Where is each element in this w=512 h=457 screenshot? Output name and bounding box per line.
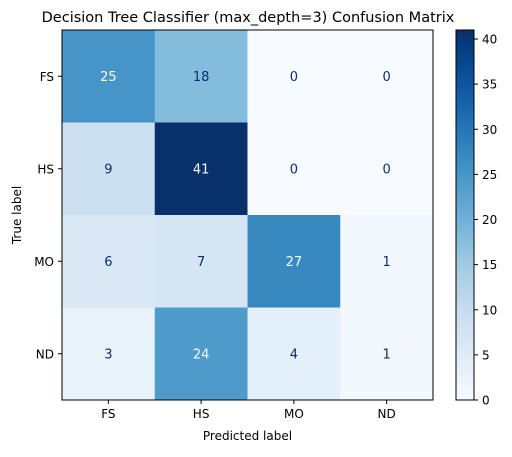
heatmap-cell [247, 122, 341, 216]
heatmap-cell [340, 215, 434, 308]
heatmap-cells [62, 30, 434, 401]
heatmap-cell [154, 30, 248, 123]
heatmap-cell [154, 215, 248, 308]
cell-value-label: 1 [382, 347, 390, 362]
heatmap-cell [62, 122, 156, 216]
y-axis-label: True label [10, 186, 24, 245]
cell-value-label: 18 [193, 70, 210, 85]
colorbar-tick-label: 10 [482, 303, 497, 317]
y-tick-label: MO [34, 255, 54, 269]
cell-value-label: 0 [382, 70, 390, 85]
colorbar-tick-label: 35 [482, 78, 497, 92]
cell-value-label: 41 [193, 162, 210, 177]
heatmap-cell [247, 215, 341, 308]
y-tick-label: HS [37, 162, 54, 176]
x-axis-label: Predicted label [203, 429, 292, 443]
colorbar-tick-label: 25 [482, 168, 497, 182]
heatmap-cell [62, 215, 156, 308]
cell-value-label: 24 [193, 347, 210, 362]
y-tick-label: FS [40, 70, 54, 84]
colorbar-tick-label: 5 [482, 348, 490, 362]
colorbar-tick-label: 20 [482, 213, 497, 227]
colorbar-tick-label: 15 [482, 258, 497, 272]
cell-value-label: 4 [290, 347, 298, 362]
heatmap-cell [247, 307, 341, 401]
x-tick-label: MO [284, 407, 304, 421]
cell-value-label: 0 [290, 162, 298, 177]
cell-value-label: 1 [382, 255, 390, 270]
heatmap-cell [62, 307, 156, 401]
plot-frame [61, 29, 434, 401]
heatmap-cell [154, 122, 248, 216]
cell-value-label: 0 [382, 162, 390, 177]
x-tick-label: HS [193, 407, 210, 421]
cell-value-label: 25 [100, 70, 117, 85]
y-tick-label: ND [36, 347, 54, 361]
heatmap-cell [340, 307, 434, 401]
heatmap-cell [62, 30, 156, 123]
cell-value-label: 27 [286, 255, 303, 270]
cell-value-labels: 25 18 0 09 41 0 06 7 27 13 24 4 1 [100, 70, 391, 363]
x-axis-ticks: FS HS MO ND [101, 400, 396, 421]
heatmap-cell [247, 30, 341, 123]
cell-value-label: 0 [290, 70, 298, 85]
colorbar-tick-label: 30 [482, 123, 497, 137]
x-tick-label: ND [378, 407, 396, 421]
colorbar-tick-label: 0 [482, 394, 490, 408]
cell-value-label: 7 [197, 255, 205, 270]
heatmap-cell [340, 122, 434, 216]
colorbar-ticks: 0 5 10 15 20 25 30 35 40 [474, 33, 497, 408]
colorbar [455, 29, 475, 401]
y-axis-ticks: FS HS MO ND [34, 70, 62, 361]
heatmap-cell [154, 307, 248, 401]
x-tick-label: FS [101, 407, 115, 421]
heatmap-cell [340, 30, 434, 123]
cell-value-label: 9 [104, 162, 112, 177]
cell-value-label: 6 [104, 255, 112, 270]
colorbar-tick-label: 40 [482, 33, 497, 47]
chart-title: Decision Tree Classifier (max_depth=3) C… [42, 10, 455, 26]
cell-value-label: 3 [104, 347, 112, 362]
